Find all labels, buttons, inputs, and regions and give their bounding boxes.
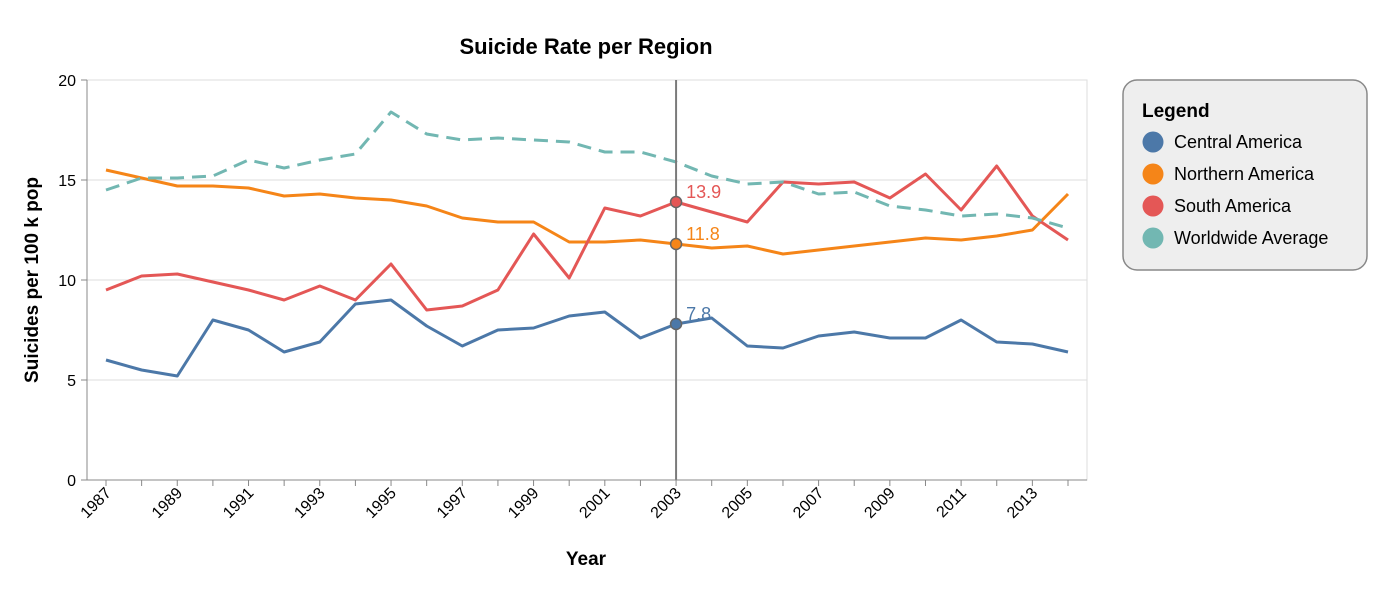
x-tick-label: 2007 — [790, 485, 827, 522]
y-tick-label: 10 — [58, 273, 76, 290]
x-tick-label: 2005 — [719, 485, 756, 522]
highlight-point — [669, 237, 683, 251]
axes: 0 5 10 15 20 1987 1989 1991 1993 1995 1997 1999 2001… — [58, 73, 1087, 522]
legend-symbol — [1142, 163, 1164, 185]
y-tick-label: 15 — [58, 173, 76, 190]
x-tick-label: 1995 — [363, 485, 400, 522]
legend-label: Northern America — [1174, 164, 1315, 184]
y-tick-label: 20 — [58, 73, 76, 90]
y-axis-title: Suicides per 100 k pop — [22, 177, 43, 383]
x-tick-label: 1999 — [505, 485, 542, 522]
data-label: 11.8 — [686, 224, 720, 244]
chart-title: Suicide Rate per Region — [459, 34, 712, 59]
highlight-point — [669, 195, 683, 209]
x-tick-label: 1997 — [434, 485, 471, 522]
x-tick-label: 2011 — [934, 485, 970, 521]
highlight-point — [669, 317, 683, 331]
x-tick-label: 1989 — [149, 485, 186, 522]
x-tick-label: 2003 — [648, 485, 685, 522]
legend-label: Worldwide Average — [1174, 228, 1328, 248]
x-tick-label: 1987 — [78, 485, 115, 522]
x-tick-label: 2001 — [576, 485, 613, 522]
y-tick-label: 5 — [67, 373, 76, 390]
legend: Legend Central America Northern America So… — [1122, 79, 1368, 271]
legend-symbol — [1142, 195, 1164, 217]
data-label: 7.8 — [686, 304, 711, 324]
x-tick-label: 1993 — [291, 485, 328, 522]
x-axis-title: Year — [566, 549, 607, 570]
legend-box — [1122, 79, 1368, 271]
plot-area: 7.8 11.8 13.9 — [105, 80, 1070, 480]
grid — [86, 79, 1088, 481]
x-tick-label: 1991 — [220, 485, 257, 522]
x-tick-label: 2013 — [1004, 485, 1041, 522]
series-line-worldwide-average — [105, 110, 1069, 230]
series-line-south-america — [105, 164, 1069, 312]
legend-symbol — [1142, 131, 1164, 153]
legend-symbol — [1142, 227, 1164, 249]
legend-label: South America — [1174, 196, 1292, 216]
legend-title: Legend — [1142, 101, 1210, 122]
data-label: 13.9 — [686, 182, 721, 202]
y-tick-label: 0 — [67, 473, 76, 490]
legend-label: Central America — [1174, 132, 1303, 152]
series-line-central-america — [105, 298, 1069, 378]
x-tick-label: 2009 — [861, 485, 898, 522]
